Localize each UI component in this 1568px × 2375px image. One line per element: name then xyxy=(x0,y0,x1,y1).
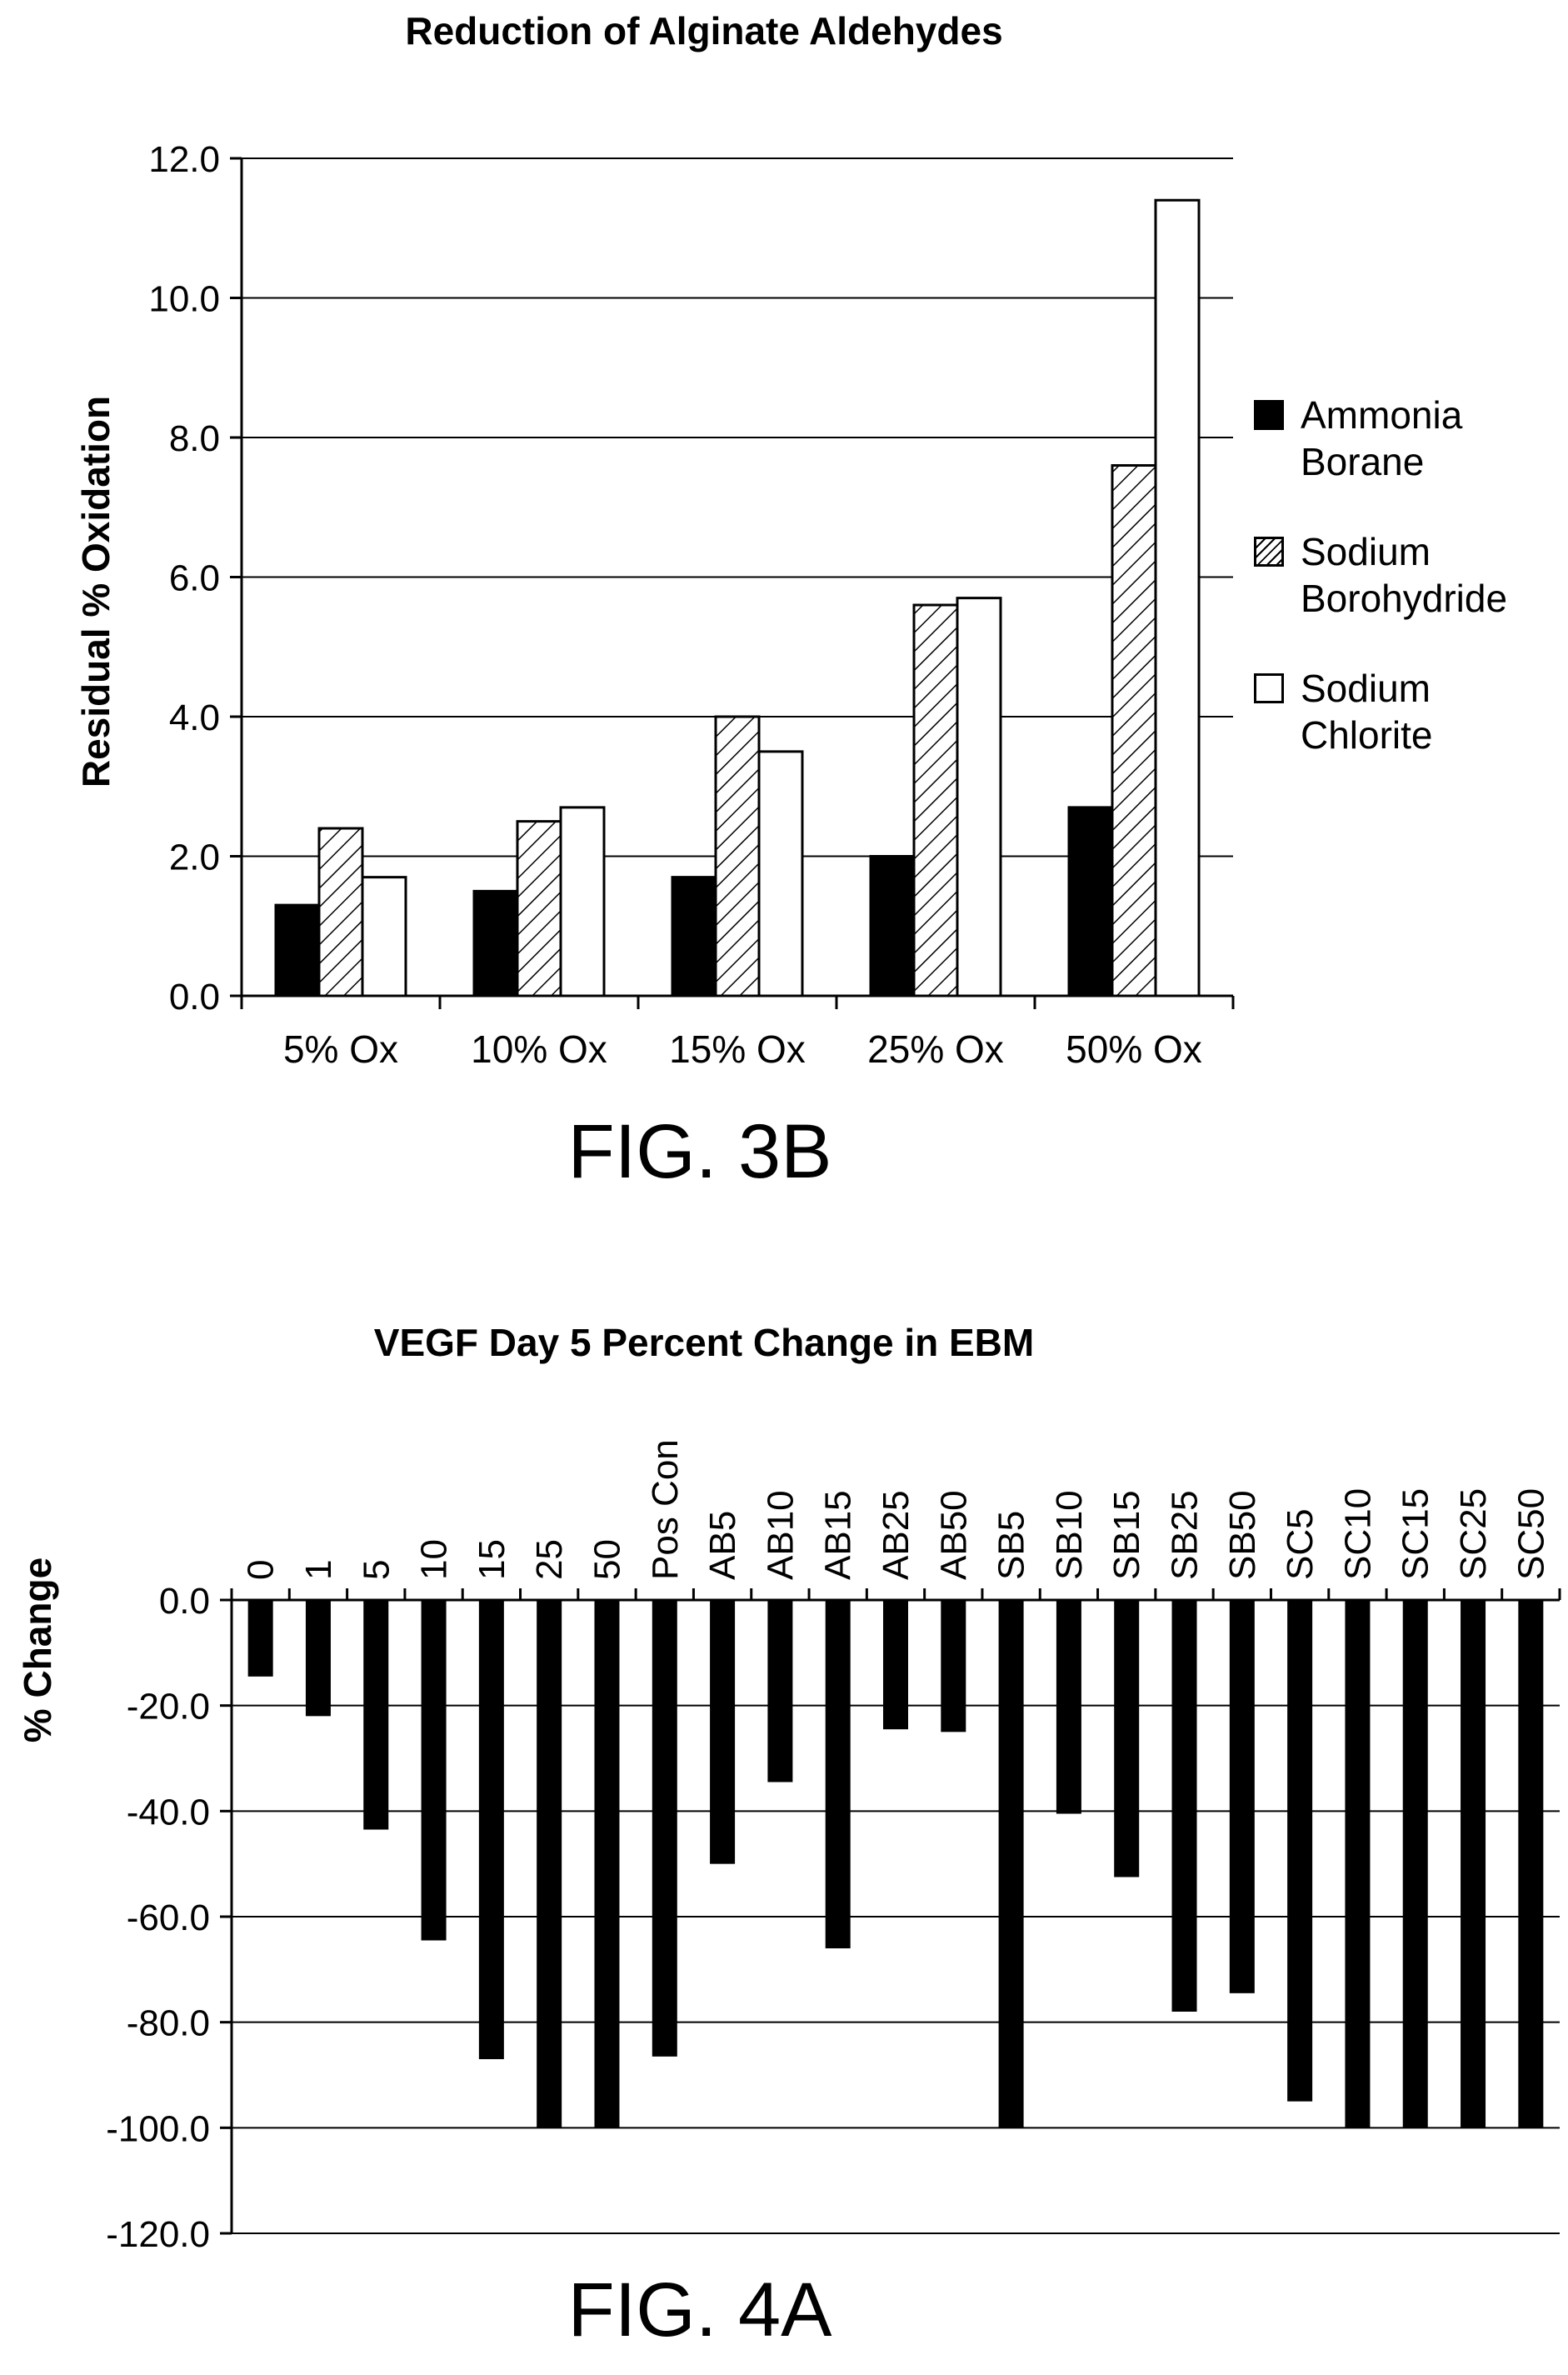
x-tick-label: 0 xyxy=(241,1560,282,1580)
y-tick-label: 4.0 xyxy=(169,698,220,738)
y-tick-label: -120.0 xyxy=(106,2214,210,2255)
bar xyxy=(1345,1600,1371,2128)
bar xyxy=(652,1600,677,2057)
bar-chart-4a: 0.0-20.0-40.0-60.0-80.0-100.0-120.00 1 5 10… xyxy=(106,1439,1561,2255)
y-tick-label: -20.0 xyxy=(127,1687,210,1728)
bar xyxy=(883,1600,908,1730)
x-tick-label: SB15 xyxy=(1106,1490,1147,1580)
bar xyxy=(1229,1600,1255,1993)
legend-item-sodium-borohydride: Sodium Borohydride xyxy=(1254,528,1562,622)
x-tick-label: AB25 xyxy=(876,1490,916,1580)
x-tick-label: AB15 xyxy=(818,1490,859,1580)
figure-4a: VEGF Day 5 Percent Change in EBM % Chang… xyxy=(0,1250,1568,2375)
figure-caption: FIG. 3B xyxy=(567,1109,832,1194)
x-tick-label: 5% Ox xyxy=(283,1028,398,1071)
bar xyxy=(1461,1600,1486,2128)
y-tick-label: 8.0 xyxy=(169,418,220,459)
x-tick-label: 15% Ox xyxy=(669,1028,806,1071)
bar xyxy=(274,903,321,998)
x-tick-label: SB25 xyxy=(1165,1490,1206,1580)
bar xyxy=(941,1600,966,1732)
bar xyxy=(317,827,364,998)
x-tick-label: 10 xyxy=(414,1539,455,1580)
x-tick-label: 5 xyxy=(356,1560,397,1580)
bar xyxy=(594,1600,620,2128)
x-tick-label: SB50 xyxy=(1222,1490,1263,1580)
bar-chart-3b: 0.0 2.0 4.0 6.0 8.0 10.0 12.0 5% Ox 10% Ox 15% Ox… xyxy=(148,139,1235,1071)
legend-label: Ammonia Borane xyxy=(1301,393,1463,483)
x-tick-label: 50% Ox xyxy=(1066,1028,1202,1071)
bar xyxy=(1114,1600,1140,1878)
legend-item-ammonia-borane: Ammonia Borane xyxy=(1254,392,1562,485)
legend-item-sodium-chlorite: Sodium Chlorite xyxy=(1254,665,1562,758)
x-tick-label: 25 xyxy=(529,1539,570,1580)
x-tick-label: SC25 xyxy=(1453,1488,1494,1580)
bar xyxy=(757,750,804,998)
bar xyxy=(710,1600,736,1864)
bar xyxy=(421,1600,447,1941)
x-tick-label: SC10 xyxy=(1337,1488,1378,1580)
legend-swatch-hatched xyxy=(1254,537,1284,567)
bar xyxy=(1111,464,1157,998)
bar xyxy=(1402,1600,1428,2128)
x-tick-label: 15 xyxy=(472,1539,512,1580)
x-tick-label: 50 xyxy=(587,1539,627,1580)
y-tick-label: 0.0 xyxy=(169,977,220,1018)
bar xyxy=(247,1600,273,1677)
bar xyxy=(516,820,562,998)
chart-title: VEGF Day 5 Percent Change in EBM xyxy=(373,1321,1035,1364)
bar xyxy=(767,1600,793,1782)
bar xyxy=(361,876,407,998)
bar xyxy=(869,855,916,998)
x-tick-label: AB5 xyxy=(702,1511,743,1580)
figure-3b: Reduction of Alginate Aldehydes Residual… xyxy=(74,9,1562,1194)
legend-swatch-solid xyxy=(1254,400,1284,430)
bar xyxy=(1171,1600,1197,2012)
bar xyxy=(825,1600,851,1948)
bar xyxy=(478,1600,504,2059)
x-tick-label: AB50 xyxy=(933,1490,974,1580)
bar xyxy=(1287,1600,1313,2102)
legend: Ammonia Borane Sodium Borohydride Sodium… xyxy=(1254,392,1562,802)
bar xyxy=(1518,1600,1544,2128)
bar xyxy=(1154,198,1201,998)
bar xyxy=(537,1600,562,2128)
bar xyxy=(559,806,606,998)
chart-title: Reduction of Alginate Aldehydes xyxy=(405,9,1003,52)
y-tick-label: 12.0 xyxy=(148,139,220,180)
legend-swatch-white xyxy=(1254,673,1284,703)
bar xyxy=(363,1600,389,1830)
x-tick-label: SC5 xyxy=(1280,1508,1321,1580)
x-tick-label: SB5 xyxy=(991,1511,1032,1580)
y-tick-label: -60.0 xyxy=(127,1898,210,1938)
x-tick-label: AB10 xyxy=(760,1490,801,1580)
bar xyxy=(912,603,959,998)
x-tick-label: 1 xyxy=(298,1560,339,1580)
bar xyxy=(671,876,717,998)
x-tick-label: 25% Ox xyxy=(867,1028,1004,1071)
y-tick-label: 0.0 xyxy=(159,1581,210,1622)
bar xyxy=(714,715,761,998)
x-tick-label: SC15 xyxy=(1396,1488,1436,1580)
x-tick-label: 10% Ox xyxy=(471,1028,607,1071)
legend-label: Sodium Chlorite xyxy=(1301,667,1433,757)
y-tick-label: -100.0 xyxy=(106,2108,210,2149)
bar xyxy=(305,1600,331,1717)
bar xyxy=(1056,1600,1081,1814)
bar xyxy=(998,1600,1024,2128)
y-tick-label: -40.0 xyxy=(127,1792,210,1832)
bar xyxy=(956,597,1002,998)
y-tick-label: 6.0 xyxy=(169,558,220,599)
bar xyxy=(1067,806,1114,998)
x-tick-label: SC50 xyxy=(1511,1488,1551,1580)
legend-label: Sodium Borohydride xyxy=(1301,530,1508,620)
y-tick-label: 2.0 xyxy=(169,838,220,878)
figure-caption: FIG. 4A xyxy=(567,2268,832,2352)
y-tick-label: 10.0 xyxy=(148,279,220,320)
x-tick-label: SB10 xyxy=(1049,1490,1090,1580)
x-tick-label: Pos Con xyxy=(645,1439,686,1580)
y-tick-label: -80.0 xyxy=(127,2003,210,2044)
bar xyxy=(472,889,519,998)
